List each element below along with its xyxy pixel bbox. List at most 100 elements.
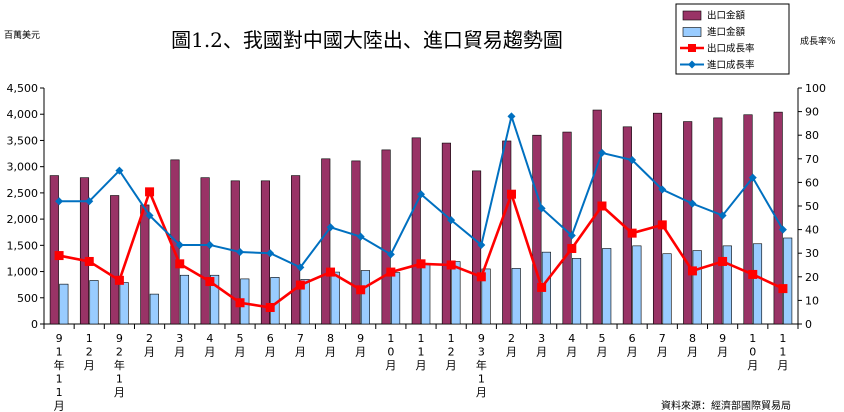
export-amount-bar	[351, 160, 361, 325]
import-amount-bar	[59, 283, 69, 325]
export-growth-marker	[748, 269, 758, 279]
export-growth-marker	[506, 189, 516, 199]
left-axis-tick-label: 1,000	[7, 266, 39, 279]
left-axis-tick-label: 2,500	[7, 187, 39, 200]
import-growth-marker	[778, 225, 787, 234]
import-amount-bar	[722, 245, 732, 325]
right-axis-tick-label: 30	[805, 247, 819, 260]
import-amount-bar	[330, 271, 340, 325]
import-growth-marker	[688, 199, 697, 208]
import-amount-bar	[89, 280, 99, 325]
legend-marker-import-growth	[688, 60, 696, 69]
right-axis-tick-label: 50	[805, 200, 819, 213]
export-growth-marker	[416, 259, 426, 269]
import-growth-marker	[628, 155, 637, 164]
left-axis-tick-label: 0	[31, 318, 38, 331]
export-growth-marker	[265, 302, 275, 312]
export-growth-marker	[567, 243, 577, 253]
export-growth-marker	[718, 256, 728, 266]
import-growth-marker	[266, 249, 275, 258]
right-axis-unit-label: 成長率%	[800, 35, 836, 47]
import-growth-marker	[85, 197, 94, 206]
import-amount-bar	[602, 248, 612, 325]
right-axis-tick-label: 70	[805, 153, 819, 166]
left-axis-tick-label: 2,000	[7, 213, 39, 226]
export-growth-line	[58, 188, 784, 309]
import-growth-marker	[748, 173, 757, 182]
import-amount-bar	[179, 274, 190, 325]
export-growth-marker	[175, 259, 185, 269]
export-growth-marker	[54, 251, 64, 261]
import-growth-marker	[597, 148, 606, 157]
left-axis-tick-label: 4,500	[7, 82, 39, 95]
import-amount-bar	[421, 263, 431, 325]
legend-swatch-import-amount	[682, 27, 702, 37]
export-amount-bar	[411, 137, 421, 325]
left-axis-tick-label: 500	[17, 292, 38, 305]
import-amount-bar	[511, 268, 521, 325]
right-axis-tick-label: 0	[805, 318, 812, 331]
import-amount-bar	[692, 250, 702, 325]
export-amount-bar	[472, 170, 482, 325]
legend-marker-export-growth	[688, 44, 696, 52]
export-growth-marker	[476, 272, 486, 282]
left-axis-tick-label: 1,500	[7, 239, 39, 252]
import-growth-marker	[115, 166, 124, 175]
export-amount-bar	[532, 134, 542, 325]
source-note: 資料來源：經濟部國際貿易局	[661, 399, 791, 412]
export-amount-bar	[140, 204, 150, 325]
export-growth-marker	[597, 201, 607, 211]
export-growth-marker	[446, 260, 456, 270]
export-growth-marker	[326, 267, 336, 277]
import-amount-bar	[360, 270, 370, 325]
import-growth-marker	[326, 223, 335, 232]
export-growth-marker	[356, 285, 366, 295]
export-growth-marker	[657, 220, 667, 230]
right-axis-tick-label: 40	[805, 224, 819, 237]
import-amount-bar	[571, 258, 582, 325]
import-growth-marker	[175, 240, 184, 249]
export-growth-marker	[537, 282, 547, 292]
import-growth-marker	[417, 190, 425, 199]
import-growth-marker	[447, 216, 456, 225]
right-axis-tick-label: 60	[805, 176, 819, 189]
import-amount-bar	[481, 268, 491, 325]
import-growth-marker	[296, 263, 305, 272]
left-axis-tick-label: 3,000	[7, 161, 39, 174]
right-axis-tick-label: 80	[805, 129, 819, 142]
export-amount-bar	[381, 149, 391, 325]
import-amount-bar	[632, 245, 642, 325]
export-amount-bar	[652, 112, 663, 325]
chart-title: 圖1.2、我國對中國大陸出、進口貿易趨勢圖	[171, 28, 563, 52]
right-axis-tick-label: 10	[805, 294, 819, 307]
import-amount-bar	[149, 293, 159, 325]
export-amount-bar	[321, 158, 331, 325]
import-growth-marker	[718, 211, 727, 220]
export-growth-marker	[84, 256, 94, 266]
import-growth-marker	[145, 211, 154, 220]
import-growth-marker	[477, 240, 486, 249]
import-growth-marker	[658, 185, 667, 194]
export-growth-marker	[205, 277, 215, 287]
export-amount-bar	[502, 140, 512, 325]
